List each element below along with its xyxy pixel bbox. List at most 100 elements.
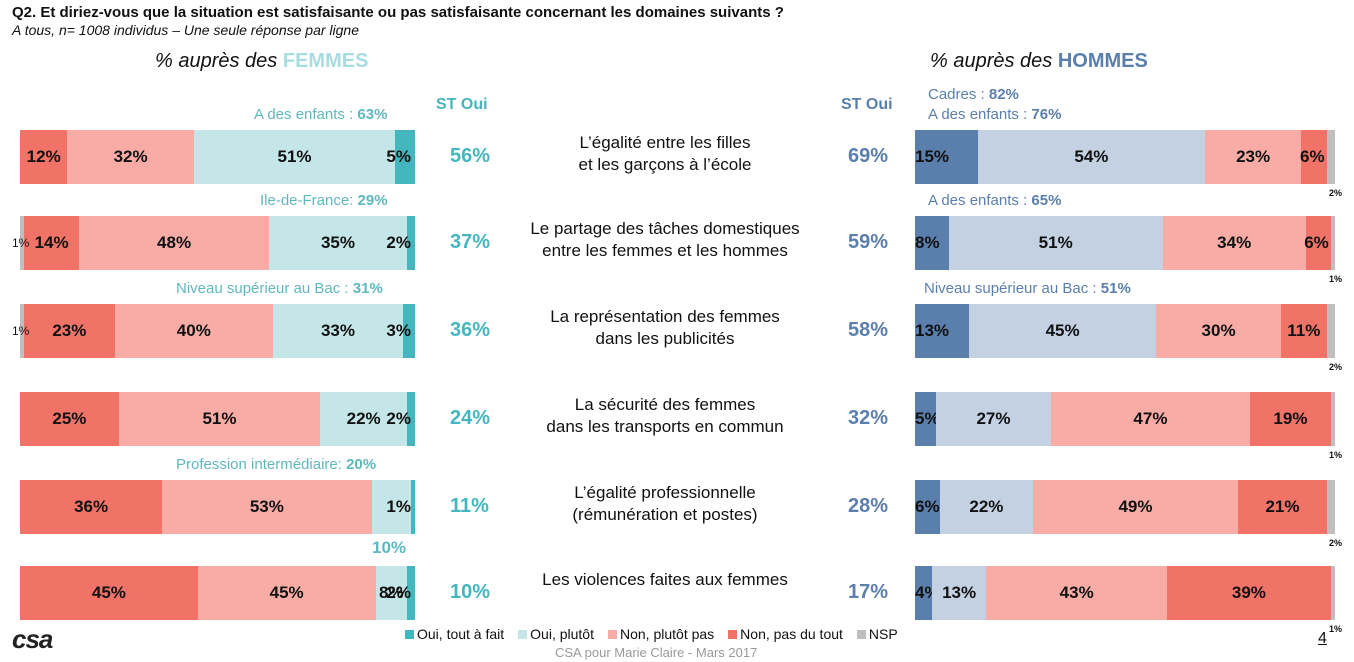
men-bar-segment: 4%: [915, 566, 940, 620]
domain-label-line: La sécurité des femmes: [574, 395, 756, 414]
women-note-value: 20%: [346, 456, 377, 473]
women-data-label: 35%: [320, 233, 355, 252]
men-st-oui-value: 28%: [848, 495, 889, 517]
women-data-label: 48%: [157, 233, 192, 252]
domain-label-line: et les garçons à l’école: [578, 155, 752, 174]
men-bar-segment: 21%: [1238, 480, 1327, 534]
men-data-label: 21%: [1265, 497, 1300, 516]
men-st-oui-value: 59%: [848, 231, 889, 253]
women-bar-segment: 45%: [20, 566, 198, 620]
men-st-oui-header: ST Oui: [841, 96, 893, 113]
legend-item: Non, plutôt pas: [608, 626, 714, 642]
legend: Oui, tout à fait Oui, plutôt Non, plutôt p…: [405, 626, 898, 642]
men-subgroup-note: A des enfants : 65%: [928, 192, 1061, 209]
legend-swatch: [856, 629, 866, 639]
men-bar-segment: 19%: [1250, 392, 1331, 446]
women-bar-segment: 40%: [114, 304, 273, 358]
men-nsp-label: 1%: [1329, 274, 1343, 284]
men-note-value: 76%: [1031, 106, 1062, 123]
men-data-label: 49%: [1118, 497, 1153, 516]
men-bar-segment: 43%: [986, 566, 1167, 620]
men-note-label: Cadres :: [928, 86, 989, 103]
women-bar-segment: 1%: [386, 480, 415, 534]
men-bar-segment: 15%: [915, 130, 978, 184]
men-data-label: 13%: [942, 583, 977, 602]
domain-label: L’égalité entre les filles et les garçons…: [500, 132, 830, 176]
men-bar-segment: [1326, 480, 1335, 534]
men-bar-segment: 49%: [1032, 480, 1239, 534]
men-bar-segment: 22%: [940, 480, 1033, 534]
men-data-label: 22%: [969, 497, 1004, 516]
men-bar-segment: 11%: [1280, 304, 1327, 358]
men-bar-row: 15% 54% 23% 6%: [915, 130, 1335, 184]
women-subgroup-note: Profession intermédiaire: 20%: [176, 456, 376, 473]
men-data-label: 15%: [915, 147, 950, 166]
women-note-value: 29%: [357, 192, 388, 209]
women-bar-segment: 23%: [23, 304, 115, 358]
men-st-oui-value: 58%: [848, 319, 889, 341]
legend-label: Non, plutôt pas: [620, 626, 715, 642]
women-note-value: 63%: [357, 106, 388, 123]
women-st-oui-value: 36%: [450, 319, 491, 341]
legend-label: NSP: [868, 626, 898, 642]
women-bar-segment: [20, 304, 24, 358]
women-bar-segment: 12%: [20, 130, 68, 184]
domain-label: L’égalité professionnelle (rémunération e…: [500, 482, 830, 526]
men-data-label: 23%: [1236, 147, 1271, 166]
domain-label-line: dans les transports en commun: [546, 417, 784, 436]
domain-label-line: (rémunération et postes): [572, 505, 758, 524]
men-bar-segment: 23%: [1204, 130, 1302, 184]
domain-label: Les violences faites aux femmes: [500, 569, 830, 591]
men-bar-segment: 8%: [915, 216, 949, 270]
men-data-label: 6%: [1300, 147, 1325, 166]
women-st-oui-value: 11%: [450, 495, 489, 517]
women-data-label: 1%: [386, 497, 411, 516]
men-data-label: 19%: [1273, 409, 1308, 428]
men-bar-row: 5% 27% 47% 19%: [915, 392, 1335, 446]
question-subtitle: A tous, n= 1008 individus – Une seule ré…: [12, 22, 359, 38]
women-note-label: A des enfants :: [254, 106, 358, 123]
women-note-label: Niveau supérieur au Bac :: [176, 280, 353, 297]
men-bar-segment: 13%: [931, 566, 987, 620]
domain-label-line: Les violences faites aux femmes: [542, 570, 788, 589]
men-panel-header: % auprès des HOMMES: [930, 50, 1148, 72]
women-bar-segment: 36%: [20, 480, 163, 534]
page-number: 4: [1318, 630, 1327, 647]
women-bar-segment: 22%: [320, 392, 408, 446]
men-bar-row: 4% 13% 43% 39%: [915, 566, 1335, 620]
women-bar-row: 14% 48% 35% 2%: [20, 216, 415, 270]
domain-label-line: La représentation des femmes: [550, 307, 780, 326]
women-data-label: 32%: [113, 147, 148, 166]
women-note-label: Profession intermédiaire:: [176, 456, 347, 473]
men-note-label: A des enfants :: [928, 192, 1032, 209]
footer-source: CSA pour Marie Claire - Mars 2017: [555, 645, 758, 660]
women-data-label: 45%: [269, 583, 304, 602]
men-data-label: 43%: [1059, 583, 1094, 602]
men-bar-segment: 13%: [915, 304, 970, 358]
women-bar-row: 12% 32% 51% 5%: [20, 130, 415, 184]
men-bar-segment: [1326, 130, 1335, 184]
women-bar-segment: 2%: [386, 216, 415, 270]
men-bar-segment: [1326, 304, 1335, 358]
women-st-oui-value: 24%: [450, 407, 491, 429]
women-data-label: 53%: [249, 497, 284, 516]
women-data-label: 2%: [386, 409, 411, 428]
women-note-label: Ile-de-France:: [260, 192, 358, 209]
men-data-label: 39%: [1231, 583, 1266, 602]
women-data-label: 3%: [386, 321, 411, 340]
women-data-label: 12%: [26, 147, 61, 166]
women-bar-segment: 2%: [386, 392, 415, 446]
men-bar-segment: 6%: [915, 480, 941, 534]
women-bar-segment: 51%: [193, 130, 396, 184]
women-panel-header: % auprès des FEMMES: [155, 50, 369, 72]
men-data-label: 54%: [1074, 147, 1109, 166]
men-data-label: 6%: [1304, 233, 1329, 252]
men-bar-segment: 5%: [915, 392, 940, 446]
men-data-label: 30%: [1201, 321, 1236, 340]
legend-item: Oui, plutôt: [518, 626, 594, 642]
legend-swatch: [608, 629, 617, 639]
men-bar-segment: 47%: [1050, 392, 1251, 446]
men-data-label: 8%: [915, 233, 940, 252]
women-bar-row: 23% 40% 33% 3%: [20, 304, 415, 358]
women-data-label: 51%: [202, 409, 237, 428]
